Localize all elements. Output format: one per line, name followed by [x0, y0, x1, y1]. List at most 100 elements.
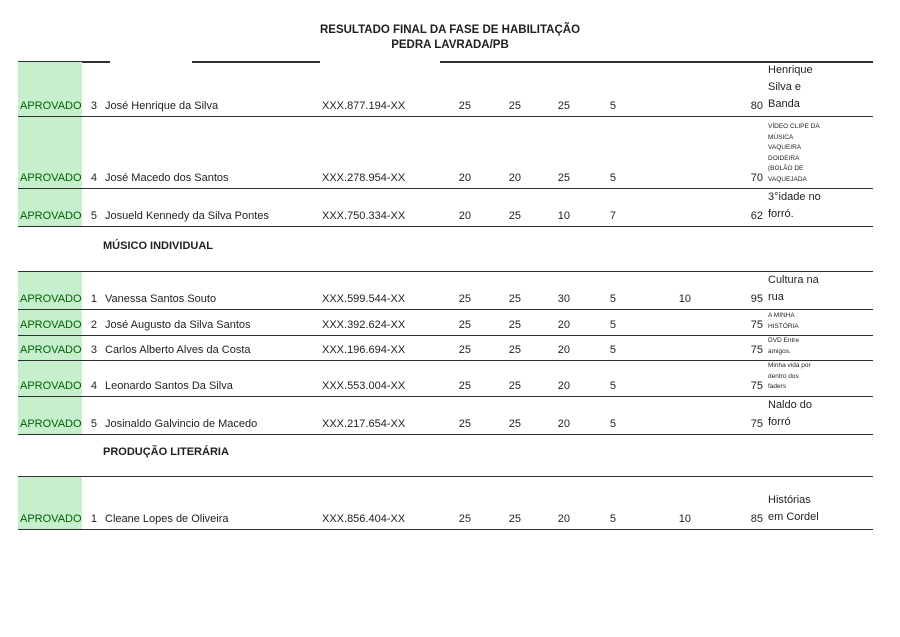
- score-cell-5: 10: [678, 293, 691, 305]
- masked-cpf: XXX.877.194-XX: [322, 100, 406, 112]
- row-number: 2: [90, 319, 97, 331]
- score-cell-1: 25: [458, 293, 471, 305]
- total-score-cell: 75: [750, 417, 763, 430]
- section-header-musico-individual: MÚSICO INDIVIDUAL: [103, 240, 213, 252]
- score-cell-4: 5: [609, 319, 616, 331]
- score-cell-2: 25: [508, 319, 521, 331]
- score-cell-2: 25: [508, 293, 521, 305]
- table-row: APROVADO 3 José Henrique da Silva XXX.877.1…: [18, 62, 873, 117]
- score-cell-4: 5: [609, 293, 616, 305]
- masked-cpf: XXX.599.544-XX: [322, 293, 406, 305]
- candidate-name: José Augusto da Silva Santos: [105, 319, 251, 331]
- project-description: Histórias em Cordel: [768, 494, 819, 523]
- status-badge: APROVADO: [18, 272, 82, 309]
- top-rule-segment-2: [192, 61, 320, 63]
- score-cell-3: 20: [557, 319, 570, 331]
- project-description: Henrique Silva e Banda: [768, 64, 813, 110]
- score-cell-5: [618, 332, 693, 335]
- score-cell-2: 25: [508, 417, 521, 430]
- candidate-name: Cleane Lopes de Oliveira: [105, 513, 229, 525]
- score-cell-5: [618, 223, 693, 226]
- score-cell-4: 5: [609, 417, 616, 430]
- score-cell-2: 25: [508, 513, 521, 525]
- project-description: A MINHA HISTÓRIA: [768, 312, 799, 330]
- table-row: APROVADO 5 Josueld Kennedy da Silva Pontes…: [18, 189, 873, 227]
- row-number: 4: [90, 379, 97, 392]
- score-cell-3: 20: [557, 513, 570, 525]
- masked-cpf: XXX.392.624-XX: [322, 319, 406, 331]
- score-cell-4: 5: [609, 344, 616, 356]
- project-description: VÍDEO CLIPE DA MÚSICA VAQUEIRA DOIDEIRA …: [768, 123, 820, 183]
- score-cell-1: 25: [458, 513, 471, 525]
- score-cell-1: 25: [458, 379, 471, 392]
- masked-cpf: XXX.278.954-XX: [322, 172, 406, 184]
- total-score-cell: 70: [750, 172, 763, 184]
- masked-cpf: XXX.217.654-XX: [322, 417, 406, 430]
- project-description: DVD Entre amigos.: [768, 337, 800, 355]
- table-row: APROVADO 3 Carlos Alberto Alves da Costa XX…: [18, 336, 873, 361]
- masked-cpf: XXX.196.694-XX: [322, 344, 406, 356]
- score-cell-4: 5: [609, 513, 616, 525]
- status-badge: APROVADO: [18, 117, 82, 188]
- score-cell-5: 10: [678, 513, 691, 525]
- table-musico-individual: APROVADO 1 Vanessa Santos Souto XXX.599.544…: [18, 271, 873, 435]
- score-cell-2: 25: [508, 344, 521, 356]
- score-cell-5: [618, 185, 693, 188]
- table-row: APROVADO 4 Leonardo Santos Da Silva XXX.553…: [18, 361, 873, 397]
- total-score-cell: 95: [750, 293, 763, 305]
- score-cell-1: 20: [458, 210, 471, 222]
- score-cell-1: 20: [458, 172, 471, 184]
- row-number: 4: [90, 172, 97, 184]
- candidate-name: José Henrique da Silva: [105, 100, 219, 112]
- status-badge: APROVADO: [18, 396, 82, 434]
- table-row: APROVADO 5 Josinaldo Galvincio de Macedo XX…: [18, 396, 873, 435]
- total-score-cell: 75: [750, 319, 763, 331]
- masked-cpf: XXX.750.334-XX: [322, 210, 406, 222]
- status-badge: APROVADO: [18, 62, 82, 116]
- candidate-name: Josinaldo Galvincio de Macedo: [105, 417, 258, 430]
- total-score-cell: 62: [750, 210, 763, 222]
- score-cell-1: 25: [458, 319, 471, 331]
- row-number: 1: [90, 513, 97, 525]
- row-number: 3: [90, 100, 97, 112]
- page-title-line2: PEDRA LAVRADA/PB: [391, 39, 509, 51]
- score-cell-3: 20: [557, 417, 570, 430]
- candidate-name: Carlos Alberto Alves da Costa: [105, 344, 251, 356]
- candidate-name: José Macedo dos Santos: [105, 172, 229, 184]
- total-score-cell: 75: [750, 379, 763, 392]
- score-cell-1: 25: [458, 344, 471, 356]
- page-title-line1: RESULTADO FINAL DA FASE DE HABILITAÇÃO: [319, 24, 581, 36]
- top-rule-segment-3: [440, 61, 873, 63]
- score-cell-4: 5: [609, 172, 616, 184]
- total-score-cell: 85: [750, 513, 763, 525]
- table-row: APROVADO 4 José Macedo dos Santos XXX.278.9…: [18, 117, 873, 189]
- status-badge: APROVADO: [18, 361, 82, 396]
- masked-cpf: XXX.856.404-XX: [322, 513, 406, 525]
- score-cell-3: 30: [557, 293, 570, 305]
- masked-cpf: XXX.553.004-XX: [322, 379, 406, 392]
- total-score-cell: 75: [750, 344, 763, 356]
- score-cell-2: 25: [508, 379, 521, 392]
- score-cell-4: 5: [609, 100, 616, 112]
- section-header-producao-literaria: PRODUÇÃO LITERÁRIA: [103, 446, 229, 458]
- status-badge: APROVADO: [18, 189, 82, 226]
- table-producao-literaria: APROVADO 1 Cleane Lopes de Oliveira XXX.856…: [18, 476, 873, 530]
- candidate-name: Josueld Kennedy da Silva Pontes: [105, 210, 269, 222]
- score-cell-5: [618, 393, 693, 396]
- table-row: APROVADO 2 José Augusto da Silva Santos XXX…: [18, 310, 873, 336]
- score-cell-5: [618, 113, 693, 116]
- score-cell-1: 25: [458, 100, 471, 112]
- score-cell-2: 25: [508, 210, 521, 222]
- score-cell-2: 25: [508, 100, 521, 112]
- score-cell-5: [618, 431, 693, 434]
- table-habilitacao: APROVADO 3 José Henrique da Silva XXX.877.1…: [18, 62, 873, 227]
- score-cell-4: 7: [609, 210, 616, 222]
- project-description: Cultura na rua: [768, 274, 819, 303]
- row-number: 1: [90, 293, 97, 305]
- table-row: APROVADO 1 Cleane Lopes de Oliveira XXX.856…: [18, 477, 873, 530]
- status-badge: APROVADO: [18, 477, 82, 529]
- row-number: 5: [90, 417, 97, 430]
- row-number: 3: [90, 344, 97, 356]
- total-score-cell: 80: [750, 100, 763, 112]
